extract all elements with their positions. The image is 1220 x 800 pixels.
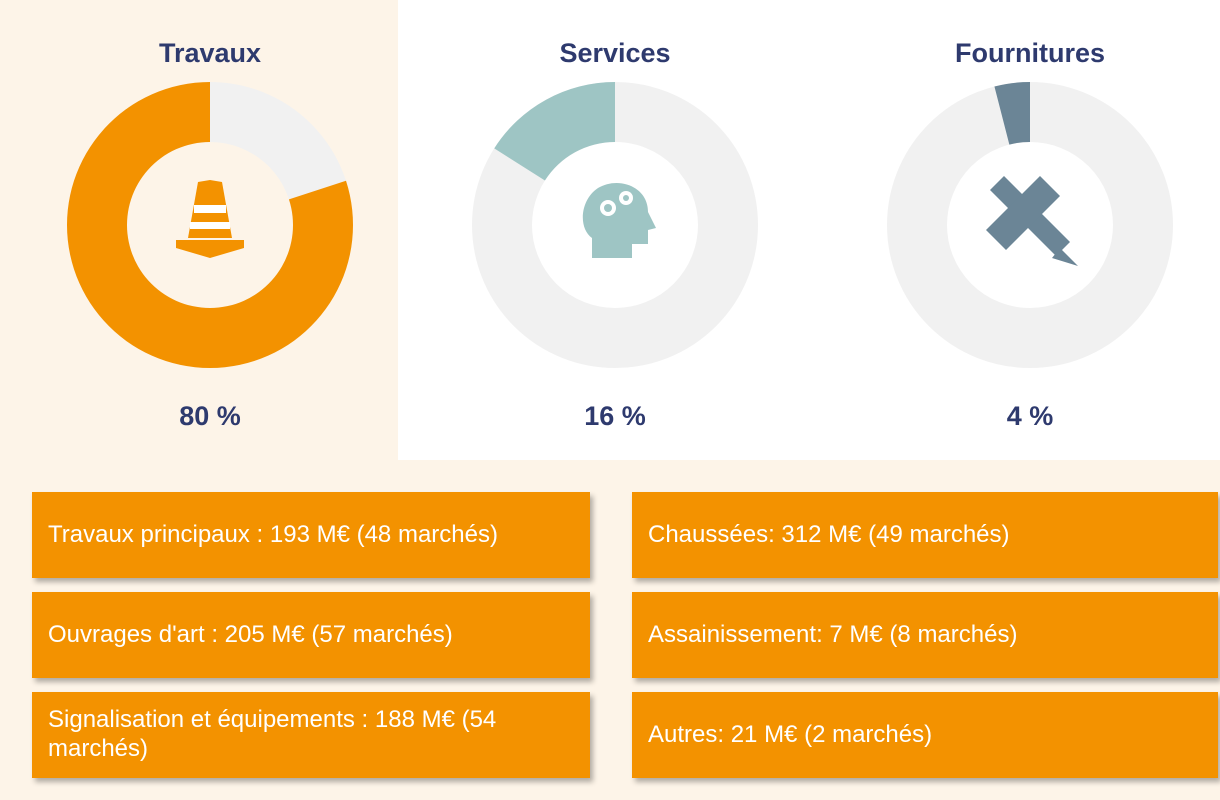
chart-title: Services bbox=[559, 38, 670, 68]
donut-segment bbox=[494, 82, 615, 181]
head-icon bbox=[582, 182, 656, 258]
info-box: Chaussées: 312 M€ (49 marchés) bbox=[632, 492, 1218, 578]
panel bbox=[398, 0, 1220, 460]
chart-title: Fournitures bbox=[955, 38, 1105, 68]
value-label: 16 % bbox=[584, 401, 646, 431]
info-box: Assainissement: 7 M€ (8 marchés) bbox=[632, 592, 1218, 678]
tools-icon bbox=[986, 176, 1078, 266]
value-label: 80 % bbox=[179, 401, 241, 431]
cone-icon bbox=[176, 180, 244, 258]
value-label: 4 % bbox=[1007, 401, 1054, 431]
chart-title: Travaux bbox=[159, 38, 261, 68]
info-box: Travaux principaux : 193 M€ (48 marchés) bbox=[32, 492, 590, 578]
info-box: Ouvrages d'art : 205 M€ (57 marchés) bbox=[32, 592, 590, 678]
donut-segment bbox=[994, 82, 1030, 145]
charts: Travaux 80 % Services 16 % Fournitures 4 % bbox=[66, 0, 1220, 460]
donut-segment bbox=[66, 82, 353, 368]
info-box: Signalisation et équipements : 188 M€ (5… bbox=[32, 692, 590, 778]
info-box: Autres: 21 M€ (2 marchés) bbox=[632, 692, 1218, 778]
